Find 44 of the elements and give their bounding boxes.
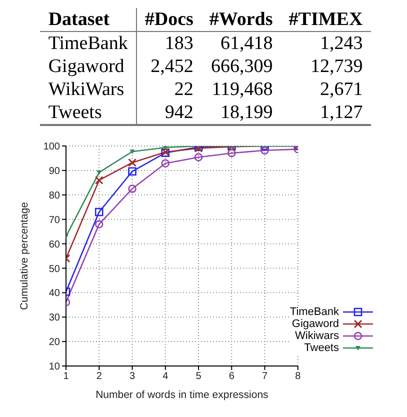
text: 183 xyxy=(164,32,194,55)
text: Tweets xyxy=(40,101,136,125)
text: 18,199 xyxy=(220,101,274,125)
y-tick-label: 10 xyxy=(48,362,60,373)
y-tick-label: 20 xyxy=(48,337,60,348)
legend-label: Wikiwars xyxy=(295,330,339,342)
text: 61,418 xyxy=(220,32,274,55)
y-tick-label: 40 xyxy=(48,288,60,300)
x-tick-label: 8 xyxy=(295,371,302,382)
text: 119,468 xyxy=(210,78,274,101)
text: 1,243 xyxy=(318,32,364,55)
x-tick-label: 1 xyxy=(63,371,70,382)
text: #TIMEX xyxy=(288,8,364,32)
x-tick-label: 4 xyxy=(162,371,169,382)
text: #Docs xyxy=(144,8,194,32)
text: TimeBank xyxy=(40,32,136,55)
x-axis-title: Number of words in time expressions xyxy=(96,389,268,401)
y-tick-label: 30 xyxy=(48,312,60,324)
legend-label: Gigaword xyxy=(292,318,339,330)
x-tick-label: 5 xyxy=(196,371,202,382)
y-tick-label: 70 xyxy=(48,214,60,226)
y-tick-label: 80 xyxy=(48,190,60,202)
text: Dataset xyxy=(40,8,136,32)
legend-label: Tweets xyxy=(304,342,339,354)
text: 942 xyxy=(164,101,194,125)
text: 666,309 xyxy=(210,55,274,78)
legend-label: TimeBank xyxy=(290,306,339,318)
text: 2,452 xyxy=(150,55,194,78)
text: #Words xyxy=(208,8,274,32)
text: 1,127 xyxy=(318,101,364,125)
y-axis-title: Cumulative percentage xyxy=(18,202,31,310)
y-tick-label: 60 xyxy=(48,239,60,250)
x-tick-label: 7 xyxy=(262,371,268,382)
text: 22 xyxy=(173,78,194,101)
x-tick-label: 3 xyxy=(129,371,136,382)
x-tick-label: 6 xyxy=(228,371,235,382)
text: 2,671 xyxy=(318,78,364,101)
text: 12,739 xyxy=(309,55,364,78)
text: WikiWars xyxy=(40,78,136,101)
text: Gigaword xyxy=(40,55,136,78)
y-tick-label: 50 xyxy=(48,264,60,275)
y-tick-label: 90 xyxy=(48,166,60,177)
x-tick-label: 2 xyxy=(96,371,102,382)
y-tick-label: 100 xyxy=(43,142,60,153)
